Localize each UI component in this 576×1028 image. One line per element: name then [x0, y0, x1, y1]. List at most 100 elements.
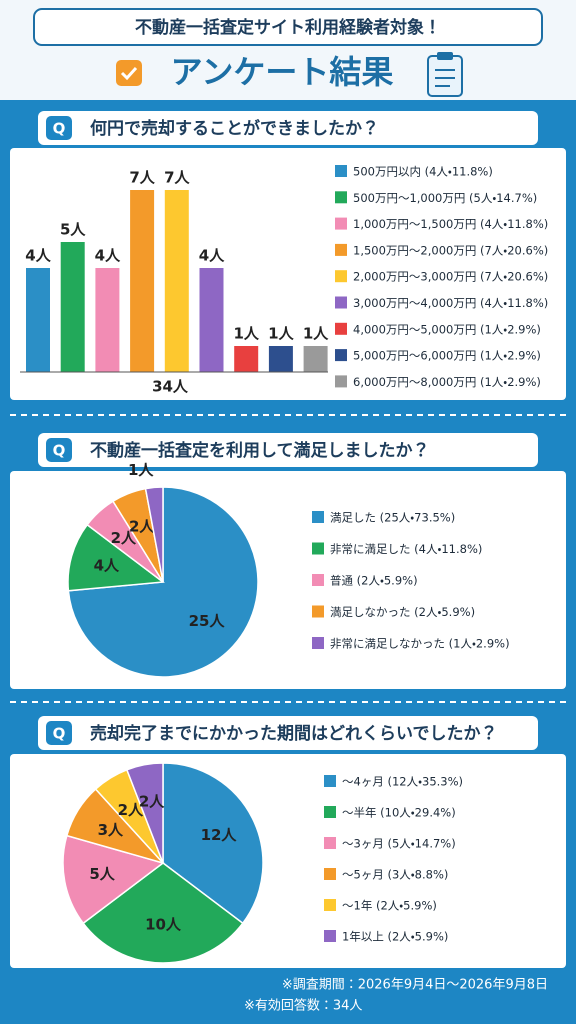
legend-label: 〜1年 (2人・5.9%): [342, 899, 437, 913]
legend-label: 〜3ヶ月 (5人・14.7%): [342, 837, 456, 851]
clipboard: [427, 55, 463, 97]
legend-swatch: [324, 775, 336, 787]
pie-slice: [62, 834, 165, 925]
question-box: [38, 433, 538, 467]
q-label: Q: [53, 725, 66, 743]
value-label: 1人: [268, 325, 294, 343]
bar: [303, 346, 328, 372]
value-label: 7人: [129, 169, 155, 187]
value-label: 4人: [95, 247, 121, 265]
question: 不動産一括査定を利用して満足しましたか？: [90, 440, 430, 461]
legend-label: 普通 (2人・5.9%): [330, 574, 418, 588]
legend-swatch: [312, 637, 324, 649]
value-label: 1人: [303, 325, 329, 343]
legend-label: 500万円以内 (4人・11.8%): [353, 165, 493, 179]
legend-label: 〜半年 (10人・29.4%): [342, 806, 456, 820]
slice-label: 25人: [189, 612, 226, 630]
question-box: [38, 111, 538, 145]
legend-swatch: [335, 349, 347, 362]
legend-swatch: [335, 217, 347, 230]
value-label: 4人: [25, 247, 51, 265]
legend-label: 満足した (25人・73.5%): [330, 511, 455, 525]
bar: [26, 268, 50, 372]
legend-swatch: [324, 930, 336, 942]
value-label: 5人: [60, 221, 86, 239]
legend-label: 非常に満足しなかった (1人・2.9%): [330, 637, 510, 651]
slice-label: 10人: [145, 916, 182, 934]
slice-label: 2人: [129, 518, 155, 536]
bar: [130, 190, 155, 372]
legend-label: 4,000万円〜5,000万円 (1人・2.9%): [353, 322, 541, 336]
pie-slice: [125, 762, 164, 864]
slice-label: 2人: [111, 529, 137, 547]
slice-label: 1人: [128, 461, 154, 479]
clipboard-icon: [427, 52, 463, 97]
q-label: Q: [53, 120, 66, 138]
value-label: 7人: [164, 169, 190, 187]
footer-period: ※調査期間：2026年9月4日〜2026年9月8日: [282, 978, 548, 993]
pie-slice: [162, 762, 264, 925]
legend-label: 2,000万円〜3,000万円 (7人・20.6%): [353, 270, 548, 284]
question-box: [38, 716, 538, 750]
title: アンケート結果: [171, 53, 394, 91]
legend-swatch: [312, 511, 324, 523]
check-mark: [120, 66, 138, 81]
legend-label: 非常に満足した (4人・11.8%): [330, 542, 482, 556]
legend-swatch: [324, 837, 336, 849]
legend-swatch: [312, 542, 324, 555]
value-label: 4人: [199, 247, 225, 265]
legend-label: 〜4ヶ月 (12人・35.3%): [342, 775, 463, 789]
slice-label: 12人: [201, 826, 238, 844]
slice-label: 5人: [89, 865, 115, 883]
q-badge: [46, 721, 72, 745]
legend-swatch: [335, 270, 347, 283]
bar: [60, 242, 85, 372]
legend-swatch: [324, 868, 336, 880]
slice-label: 3人: [98, 821, 124, 839]
legend-label: 1年以上 (2人・5.9%): [342, 930, 448, 944]
legend-label: 500万円〜1,000万円 (5人・14.7%): [353, 191, 537, 205]
footer-respondents: ※有効回答数：34人: [244, 998, 362, 1014]
legend-swatch: [324, 806, 336, 818]
slice-label: 2人: [118, 801, 144, 819]
pie-slice: [82, 862, 244, 964]
legend-swatch: [335, 296, 347, 309]
legend-swatch: [335, 243, 347, 256]
slice-label: 2人: [139, 793, 165, 811]
q-badge: [46, 116, 72, 140]
question: 何円で売却することができましたか？: [90, 118, 379, 139]
legend-swatch: [335, 165, 347, 177]
question: 売却完了までにかかった期間はどれくらいでしたか？: [90, 723, 498, 744]
subtitle: 不動産一括査定サイト利用経験者対象！: [135, 17, 441, 38]
bar: [268, 346, 293, 372]
q-badge: [46, 438, 72, 462]
legend-label: 1,500万円〜2,000万円 (7人・20.6%): [353, 243, 548, 257]
legend-label: 6,000万円〜8,000万円 (1人・2.9%): [353, 375, 541, 389]
value-label: 1人: [233, 325, 259, 343]
bar: [199, 268, 224, 372]
total-label: 34人: [152, 378, 189, 396]
slice-label: 4人: [94, 556, 120, 574]
bar: [95, 268, 120, 372]
legend-label: 満足しなかった (2人・5.9%): [330, 605, 475, 619]
legend-swatch: [335, 375, 347, 388]
legend-label: 1,000万円〜1,500万円 (4人・11.8%): [353, 217, 548, 231]
legend-swatch: [324, 899, 336, 911]
bar: [234, 346, 259, 372]
q-label: Q: [53, 442, 66, 460]
legend-label: 5,000万円〜6,000万円 (1人・2.9%): [353, 349, 541, 363]
legend-label: 〜5ヶ月 (3人・8.8%): [342, 868, 448, 882]
check-icon: [116, 60, 142, 86]
bar: [164, 190, 189, 372]
legend-swatch: [335, 322, 347, 335]
legend-swatch: [312, 605, 324, 618]
legend-swatch: [335, 191, 347, 204]
legend-swatch: [312, 574, 324, 586]
clip: [437, 52, 453, 60]
subtitle-box: [33, 8, 543, 46]
pie-slice: [144, 486, 164, 583]
legend-label: 3,000万円〜4,000万円 (4人・11.8%): [353, 296, 548, 310]
